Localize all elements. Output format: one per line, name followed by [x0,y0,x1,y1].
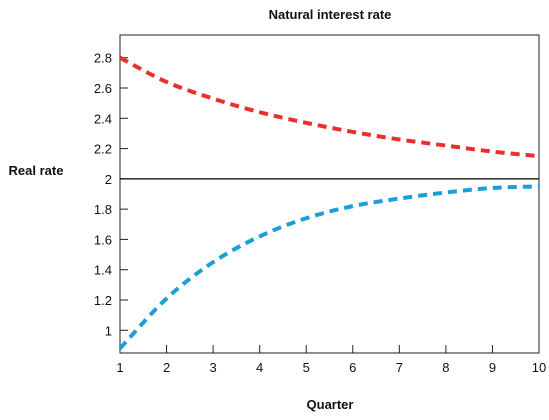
x-tick-label-1: 2 [163,360,170,375]
x-tick-label-9: 10 [532,360,546,375]
y-tick-label-3: 1.6 [94,232,112,247]
x-tick-label-3: 4 [256,360,263,375]
series-line-1 [118,184,540,350]
y-tick-label-4: 1.8 [94,202,112,217]
chart-title: Natural interest rate [269,7,392,22]
y-tick-label-2: 1.4 [94,263,112,278]
x-tick-label-6: 7 [396,360,403,375]
plot-area-frame [119,34,540,354]
x-tick-label-2: 3 [209,360,216,375]
y-axis-label: Real rate [9,163,64,178]
y-tick-label-5: 2 [105,172,112,187]
x-tick-label-5: 6 [349,360,356,375]
x-tick-label-4: 5 [303,360,310,375]
series-line-0 [119,55,540,159]
x-axis-ticks: 1 2 3 4 5 6 7 8 9 10 [116,345,546,375]
y-tick-label-8: 2.6 [94,81,112,96]
y-tick-label-6: 2.2 [94,142,112,157]
x-axis-label: Quarter [307,397,354,412]
series-lines [118,55,540,350]
x-tick-label-0: 1 [116,360,123,375]
y-axis-ticks: 1 1.2 1.4 1.6 1.8 2 2.2 2.4 2.6 2.8 [94,51,128,338]
x-tick-label-7: 8 [442,360,449,375]
y-tick-label-1: 1.2 [94,293,112,308]
y-tick-label-7: 2.4 [94,111,112,126]
x-tick-label-8: 9 [489,360,496,375]
y-tick-label-9: 2.8 [94,51,112,66]
y-tick-label-0: 1 [105,323,112,338]
